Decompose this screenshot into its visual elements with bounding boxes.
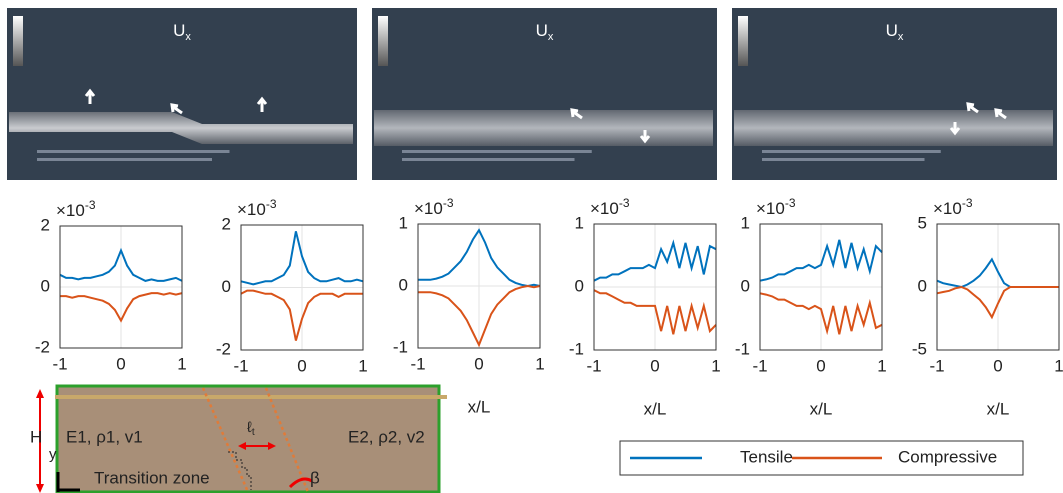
y-tick-label: 1 bbox=[399, 213, 408, 232]
y-tick-label: 2 bbox=[222, 214, 231, 233]
y-tick-label: 0 bbox=[918, 276, 927, 295]
line-chart: -1 0 1 -2 0 2 ×10-3 bbox=[216, 197, 368, 375]
line-chart: -1 0 1 -1 0 1 ×10-3 x/L bbox=[735, 196, 887, 418]
x-tick-label: 0 bbox=[297, 356, 306, 375]
left-material: E1, ρ1, v1 bbox=[66, 427, 143, 446]
angle-label: β bbox=[310, 468, 320, 487]
x-tick-label: -1 bbox=[752, 356, 767, 375]
legend-bar bbox=[13, 16, 23, 66]
legend-bar bbox=[378, 16, 388, 66]
footer-text bbox=[762, 158, 925, 161]
y-multiplier: ×10-3 bbox=[933, 196, 973, 218]
label-main: U bbox=[173, 21, 185, 40]
x-tick-label: -1 bbox=[410, 354, 425, 373]
figure: UxUxUx -101-202×10-3-101-202×10-3-101-10… bbox=[0, 0, 1063, 493]
height-label: H bbox=[30, 427, 42, 446]
x-tick-label: 1 bbox=[877, 356, 886, 375]
y-tick-label: -2 bbox=[216, 339, 231, 358]
y-tick-label: 2 bbox=[41, 215, 50, 234]
x-tick-label: -1 bbox=[233, 356, 248, 375]
schematic: H y E1, ρ1, v1 E2, ρ2, v2 Transition zon… bbox=[30, 386, 447, 493]
line-chart: -1 0 1 -5 0 5 ×10-3 x/L bbox=[912, 196, 1063, 418]
legend: Tensile Compressive bbox=[620, 441, 1023, 475]
x-tick-label: 0 bbox=[116, 354, 125, 373]
simulation-panel: Ux bbox=[732, 8, 1057, 180]
x-tick-label: 1 bbox=[535, 354, 544, 373]
multiplier-exponent: -3 bbox=[962, 196, 973, 210]
label-main: U bbox=[886, 21, 898, 40]
y-tick-label: 0 bbox=[575, 276, 584, 295]
y-label: y bbox=[49, 446, 57, 463]
legend-bar bbox=[738, 16, 748, 66]
right-material: E2, ρ2, v2 bbox=[348, 427, 425, 446]
x-axis-label: x/L bbox=[644, 399, 667, 418]
x-tick-label: 0 bbox=[650, 356, 659, 375]
footer-text bbox=[37, 158, 212, 161]
y-tick-label: 0 bbox=[222, 277, 231, 296]
y-tick-label: 0 bbox=[41, 276, 50, 295]
y-tick-label: 0 bbox=[741, 276, 750, 295]
label-subscript: x bbox=[548, 31, 554, 43]
x-tick-label: 0 bbox=[993, 356, 1002, 375]
line-chart: -1 0 1 -1 0 1 ×10-3 x/L bbox=[569, 196, 721, 418]
label-main: U bbox=[536, 21, 548, 40]
multiplier-base: ×10 bbox=[756, 199, 785, 218]
y-tick-label: -1 bbox=[569, 339, 584, 358]
footer-text bbox=[402, 150, 592, 153]
deformed-strip bbox=[374, 110, 713, 146]
simulation-panel: Ux bbox=[372, 8, 717, 180]
x-tick-label: 0 bbox=[816, 356, 825, 375]
y-multiplier: ×10-3 bbox=[414, 196, 454, 218]
footer-text bbox=[762, 150, 941, 153]
x-tick-label: -1 bbox=[929, 356, 944, 375]
multiplier-exponent: -3 bbox=[85, 198, 96, 212]
label-subscript: x bbox=[898, 31, 904, 43]
y-tick-label: 0 bbox=[399, 275, 408, 294]
y-tick-label: 1 bbox=[575, 213, 584, 232]
multiplier-base: ×10 bbox=[56, 201, 85, 220]
y-tick-label: 1 bbox=[741, 213, 750, 232]
simulation-panel: Ux bbox=[7, 8, 357, 180]
x-tick-label: 1 bbox=[711, 356, 720, 375]
length-subscript: t bbox=[252, 427, 255, 438]
y-multiplier: ×10-3 bbox=[590, 196, 630, 218]
y-tick-label: -1 bbox=[735, 339, 750, 358]
x-axis-label: x/L bbox=[468, 397, 491, 416]
x-tick-label: 1 bbox=[1054, 356, 1063, 375]
multiplier-base: ×10 bbox=[590, 199, 619, 218]
multiplier-exponent: -3 bbox=[266, 197, 277, 211]
multiplier-exponent: -3 bbox=[619, 196, 630, 210]
x-tick-label: 1 bbox=[177, 354, 186, 373]
zone-label: Transition zone bbox=[94, 468, 210, 487]
y-tick-label: -5 bbox=[912, 339, 927, 358]
footer-text bbox=[402, 158, 575, 161]
multiplier-exponent: -3 bbox=[443, 196, 454, 210]
x-axis-label: x/L bbox=[810, 399, 833, 418]
y-multiplier: ×10-3 bbox=[237, 197, 277, 219]
x-tick-label: -1 bbox=[586, 356, 601, 375]
y-tick-label: -1 bbox=[393, 337, 408, 356]
deformed-strip bbox=[734, 110, 1053, 146]
multiplier-base: ×10 bbox=[237, 200, 266, 219]
multiplier-exponent: -3 bbox=[785, 196, 796, 210]
y-tick-label: -2 bbox=[35, 337, 50, 356]
legend-label: Compressive bbox=[898, 447, 997, 466]
line-chart: -1 0 1 -1 0 1 ×10-3 x/L bbox=[393, 196, 545, 416]
x-tick-label: 1 bbox=[358, 356, 367, 375]
y-multiplier: ×10-3 bbox=[756, 196, 796, 218]
label-subscript: x bbox=[185, 31, 191, 43]
multiplier-base: ×10 bbox=[414, 199, 443, 218]
y-tick-label: 5 bbox=[918, 213, 927, 232]
multiplier-base: ×10 bbox=[933, 199, 962, 218]
y-multiplier: ×10-3 bbox=[56, 198, 96, 220]
x-axis-label: x/L bbox=[987, 399, 1010, 418]
footer-text bbox=[37, 150, 230, 153]
x-tick-label: 0 bbox=[474, 354, 483, 373]
line-chart: -1 0 1 -2 0 2 ×10-3 bbox=[35, 198, 187, 373]
legend-label: Tensile bbox=[740, 447, 793, 466]
x-tick-label: -1 bbox=[52, 354, 67, 373]
